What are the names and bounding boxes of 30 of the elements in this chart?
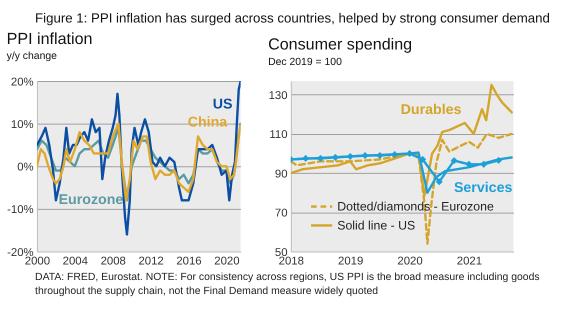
series-label: US	[212, 96, 232, 112]
chart-subtitle: Dec 2019 = 100	[268, 56, 342, 68]
y-tick-label: 110	[269, 129, 288, 142]
series-label: Eurozone	[58, 192, 124, 208]
x-tick-label: 2020	[397, 255, 423, 268]
x-tick-label: 2016	[176, 255, 202, 268]
x-tick-label: 2012	[138, 255, 164, 268]
x-tick-label: 2019	[338, 255, 364, 268]
y-tick-label: -10%	[7, 204, 34, 216]
y-tick-label: 10%	[10, 118, 34, 131]
text: DATA: FRED, Eurostat. NOTE: For consistency across regions, US PPI is the broad measure including goods throughout the supply chain, not the Final Demand measure widely quoted	[35, 272, 540, 298]
x-tick-label: 2018	[278, 255, 304, 268]
y-tick-label: 70	[274, 208, 288, 220]
y-tick-label: 90	[274, 168, 288, 180]
x-tick-label: 2004	[62, 255, 88, 268]
series-label: China	[188, 114, 228, 130]
annotation: Services	[454, 180, 512, 196]
x-tick-label: 2020	[214, 255, 240, 268]
y-tick-label: 20%	[10, 76, 34, 88]
y-tick-label: 0%	[17, 162, 34, 174]
annotation: Durables	[400, 102, 462, 118]
x-tick-label: 2008	[100, 255, 126, 268]
chart-subtitle: y/y change	[6, 51, 58, 62]
x-tick-label: 2000	[24, 255, 50, 268]
x-tick-label: 2021	[456, 255, 482, 268]
chart-title: Consumer spending	[268, 36, 412, 54]
chart-title: PPI inflation	[6, 30, 93, 48]
legend-label: Solid line - US	[337, 218, 416, 232]
text: Figure 1: PPI inflation has surged across countries, helped by strong consumer demand	[35, 10, 550, 26]
y-tick-label: 130	[268, 90, 288, 102]
